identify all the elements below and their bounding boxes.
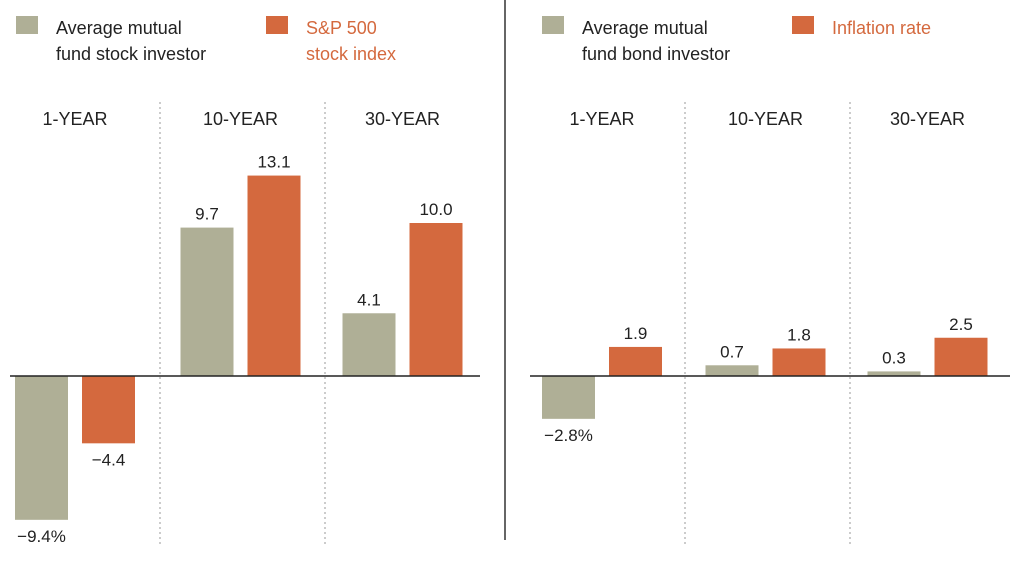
data-label: −2.8% (544, 426, 593, 445)
legend-label: fund bond investor (582, 44, 730, 64)
data-label: 1.9 (624, 324, 648, 343)
legend-swatch (266, 16, 288, 34)
data-label: −4.4 (92, 450, 126, 469)
legend-label: Average mutual (582, 18, 708, 38)
data-label: 4.1 (357, 290, 381, 309)
bar (867, 371, 921, 376)
legend-label: S&P 500 (306, 18, 377, 38)
bar (247, 175, 301, 376)
chart-panel: Average mutual fund stock investor S&P 500… (10, 16, 480, 546)
legend-swatch (542, 16, 564, 34)
data-label: −9.4% (17, 527, 66, 546)
bar (705, 365, 759, 376)
group-label: 10-YEAR (728, 109, 803, 129)
data-label: 0.7 (720, 342, 744, 361)
bar (609, 346, 662, 376)
legend-swatch (16, 16, 38, 34)
data-label: 9.7 (195, 205, 219, 224)
group-label: 30-YEAR (365, 109, 440, 129)
bar (82, 376, 135, 444)
data-label: 13.1 (257, 153, 290, 172)
legend-swatch (792, 16, 814, 34)
chart-panel: Average mutual fund bond investor Inflatio… (530, 16, 1010, 545)
legend-label: Average mutual (56, 18, 182, 38)
group-label: 1-YEAR (42, 109, 107, 129)
data-label: 2.5 (949, 315, 973, 334)
group-label: 10-YEAR (203, 109, 278, 129)
bar (934, 337, 988, 376)
bar (409, 223, 463, 376)
data-label: 10.0 (419, 200, 452, 219)
legend-label: stock index (306, 44, 396, 64)
bar (180, 227, 234, 376)
bar (15, 376, 68, 520)
bar (342, 313, 396, 376)
data-label: 1.8 (787, 325, 811, 344)
group-label: 1-YEAR (569, 109, 634, 129)
bar (542, 376, 595, 419)
data-label: 0.3 (882, 348, 906, 367)
group-label: 30-YEAR (890, 109, 965, 129)
bar (772, 348, 826, 376)
legend-label: Inflation rate (832, 18, 931, 38)
legend-label: fund stock investor (56, 44, 206, 64)
